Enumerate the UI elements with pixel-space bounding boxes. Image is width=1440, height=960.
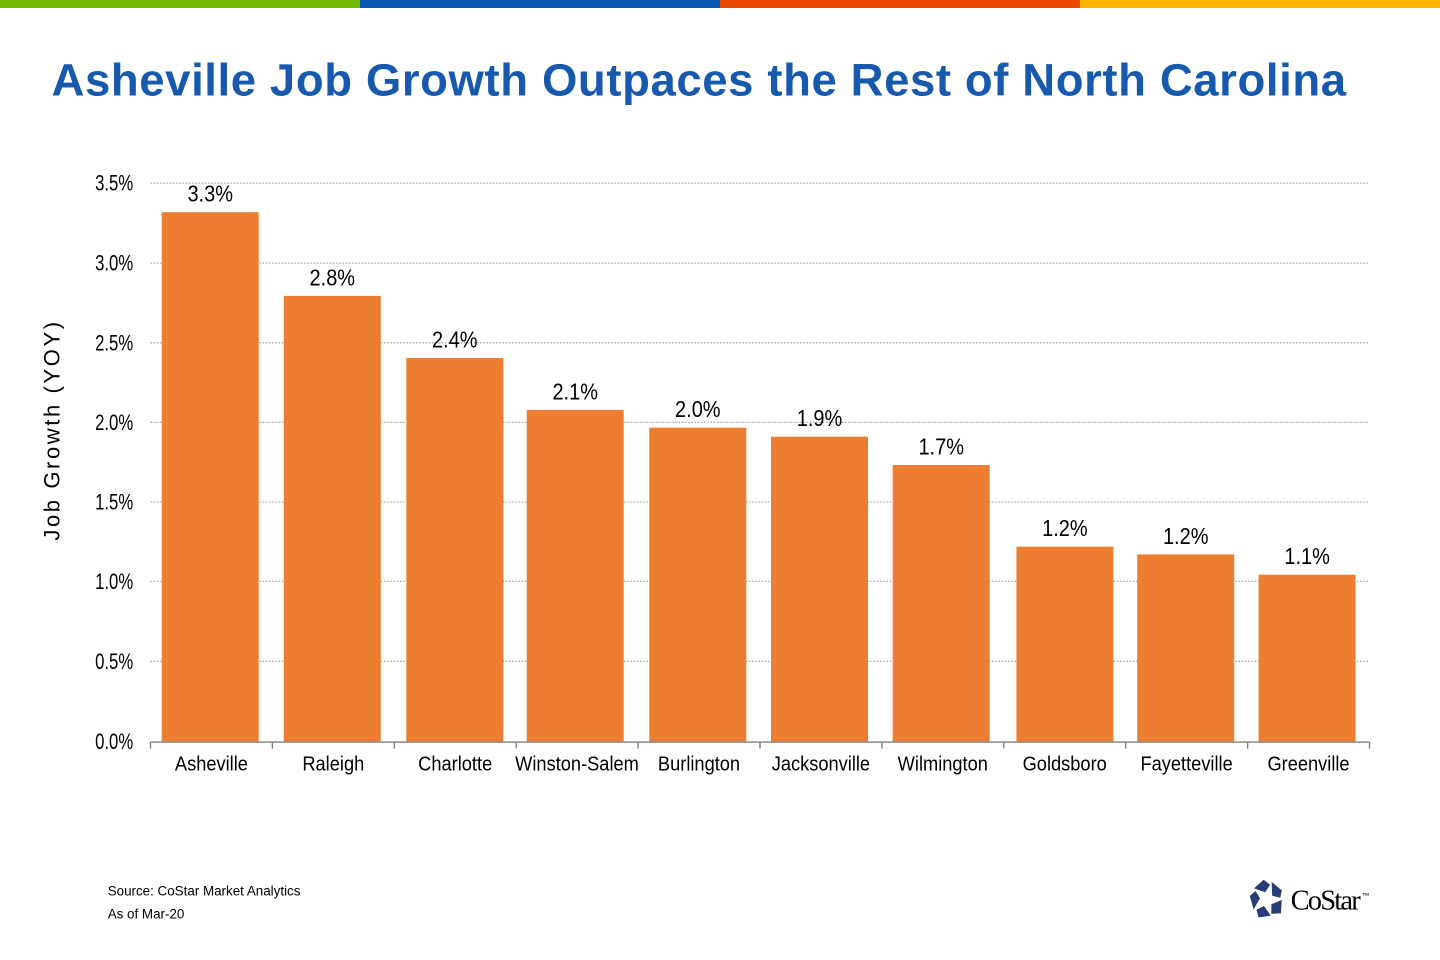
svg-text:As of Mar-20: As of Mar-20 <box>108 906 185 921</box>
svg-text:Fayetteville: Fayetteville <box>1140 753 1232 776</box>
svg-text:3.5%: 3.5% <box>95 171 133 196</box>
svg-text:Asheville: Asheville <box>175 753 248 776</box>
svg-text:Burlington: Burlington <box>658 753 740 776</box>
svg-text:1.7%: 1.7% <box>918 433 964 460</box>
svg-text:CoStar: CoStar <box>1291 886 1362 917</box>
svg-text:1.1%: 1.1% <box>1284 543 1330 570</box>
svg-text:3.3%: 3.3% <box>187 180 233 207</box>
svg-text:0.0%: 0.0% <box>95 730 133 755</box>
svg-text:2.5%: 2.5% <box>95 331 133 356</box>
svg-text:Asheville Job Growth Outpaces: Asheville Job Growth Outpaces the Rest o… <box>52 55 1347 106</box>
svg-text:2.8%: 2.8% <box>310 264 356 291</box>
svg-text:2.0%: 2.0% <box>95 411 133 436</box>
svg-text:Wilmington: Wilmington <box>898 753 988 776</box>
svg-text:3.0%: 3.0% <box>95 251 133 276</box>
svg-text:Goldsboro: Goldsboro <box>1023 753 1107 776</box>
svg-text:0.5%: 0.5% <box>95 650 133 675</box>
svg-text:Jacksonville: Jacksonville <box>772 753 870 776</box>
svg-text:Source: CoStar Market Analytic: Source: CoStar Market Analytics <box>108 884 301 899</box>
svg-text:2.1%: 2.1% <box>552 378 598 405</box>
svg-text:Job Growth (YOY): Job Growth (YOY) <box>39 319 64 540</box>
svg-text:Raleigh: Raleigh <box>302 753 364 776</box>
svg-text:Winston-Salem: Winston-Salem <box>515 753 639 776</box>
svg-text:1.2%: 1.2% <box>1163 522 1209 549</box>
svg-text:1.9%: 1.9% <box>797 405 843 432</box>
svg-text:2.4%: 2.4% <box>432 326 478 353</box>
svg-text:Greenville: Greenville <box>1267 753 1349 776</box>
svg-text:1.0%: 1.0% <box>95 570 133 595</box>
svg-text:1.5%: 1.5% <box>95 490 133 515</box>
svg-text:Charlotte: Charlotte <box>418 753 492 776</box>
svg-text:2.0%: 2.0% <box>675 396 721 423</box>
svg-text:™: ™ <box>1362 891 1370 900</box>
svg-text:1.2%: 1.2% <box>1042 515 1088 542</box>
